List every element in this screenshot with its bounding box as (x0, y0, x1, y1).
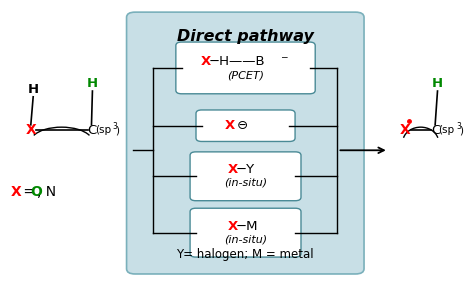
Text: (in-situ): (in-situ) (224, 178, 267, 188)
Text: O: O (30, 185, 42, 199)
Text: X: X (201, 55, 211, 68)
Text: ⊖: ⊖ (237, 119, 248, 132)
FancyBboxPatch shape (176, 42, 315, 94)
Text: −M: −M (236, 220, 258, 233)
Text: (in-situ): (in-situ) (224, 234, 267, 244)
Text: (sp: (sp (438, 125, 455, 135)
Text: X: X (26, 123, 36, 137)
Text: (sp: (sp (95, 125, 111, 135)
FancyBboxPatch shape (196, 110, 295, 142)
Text: 3: 3 (456, 122, 461, 131)
Text: −Y: −Y (236, 164, 255, 176)
Text: =: = (19, 185, 39, 199)
Text: , N: , N (37, 185, 56, 199)
Text: X: X (225, 119, 235, 132)
Text: C: C (431, 124, 441, 136)
Text: H: H (27, 83, 39, 96)
Text: H: H (432, 77, 443, 90)
Text: C: C (88, 124, 97, 136)
Text: H: H (87, 77, 98, 90)
FancyBboxPatch shape (127, 12, 364, 274)
Text: X: X (228, 164, 238, 176)
Text: (PCET): (PCET) (227, 70, 264, 80)
Text: −H——B: −H——B (209, 55, 265, 68)
FancyBboxPatch shape (190, 208, 301, 257)
Text: 3: 3 (113, 122, 118, 131)
Text: X: X (10, 185, 21, 199)
Text: X: X (228, 220, 238, 233)
Text: −: − (280, 52, 288, 61)
Text: ): ) (459, 125, 463, 135)
Text: ): ) (116, 125, 119, 135)
Text: Y= halogen; M = metal: Y= halogen; M = metal (176, 248, 314, 261)
Text: Direct pathway: Direct pathway (177, 29, 314, 44)
FancyBboxPatch shape (190, 152, 301, 201)
Text: X: X (400, 123, 410, 137)
